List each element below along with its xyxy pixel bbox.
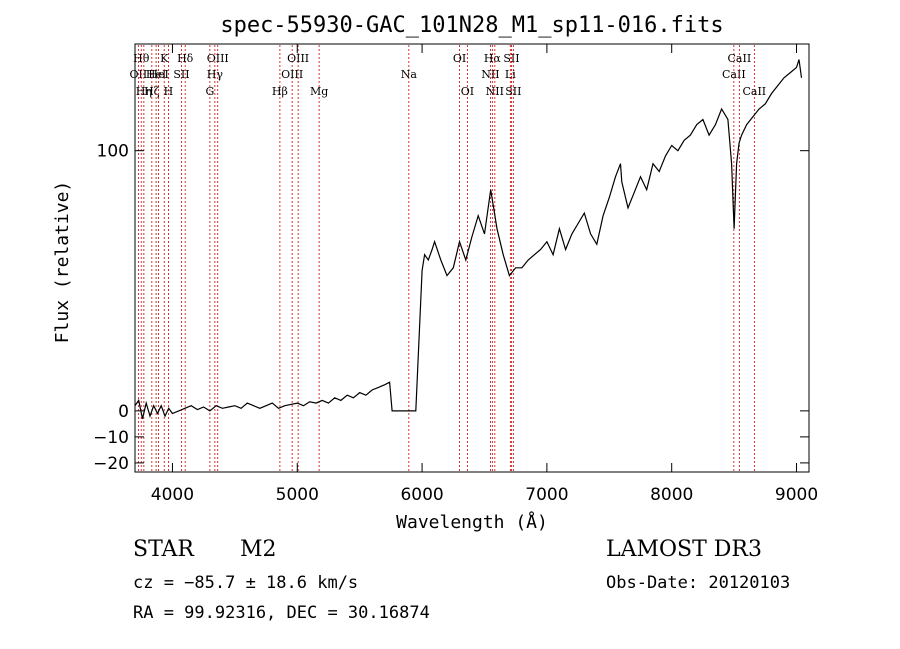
line-marker-label: OIII [281,68,303,81]
line-marker-label: Hα [484,52,502,65]
x-tick-label: 9000 [775,485,818,505]
y-tick-label: −20 [93,454,129,474]
line-marker-label: OII [130,68,148,81]
line-marker-label: H [164,85,174,98]
line-marker-label: Li [505,68,516,81]
y-tick-label: 0 [118,402,129,422]
object-subclass: M2 [240,537,277,562]
spectrum-line [134,59,803,419]
line-marker-label: CaII [728,52,752,65]
observation-date: Obs-Date: 20120103 [606,573,791,593]
emission-line-markers: OIIHθHηHζHeIHeIKHSIIHδGHγOIIIHβOIIIOIIIM… [130,45,766,471]
line-marker-label: SII [503,52,519,65]
line-marker-label: OI [453,52,466,65]
x-axis-label: Wavelength (Å) [396,511,548,533]
object-class: STAR [133,537,194,562]
x-tick-label: 5000 [276,485,319,505]
line-marker-label: NII [481,68,499,81]
ra-dec-coordinates: RA = 99.92316, DEC = 30.16874 [133,603,430,623]
line-marker-label: SII [505,85,521,98]
line-marker-label: Mg [310,85,328,98]
survey-name: LAMOST DR3 [606,537,762,562]
line-marker-label: OIII [287,52,309,65]
line-marker-label: HeI [146,68,166,81]
y-axis-ticks: −20 −10 0 100 [93,142,809,474]
line-marker-label: OI [461,85,474,98]
y-tick-label: −10 [93,428,129,448]
y-tick-label: 100 [97,142,129,162]
line-marker-label: CaII [722,68,746,81]
line-marker-label: Na [401,68,418,81]
line-marker-label: Hδ [177,52,194,65]
line-marker-label: OIII [207,52,229,65]
x-axis-ticks: 4000 5000 6000 7000 8000 9000 [151,44,818,505]
line-marker-label: G [205,85,214,98]
x-tick-label: 7000 [525,485,568,505]
line-marker-label: Hθ [133,52,150,65]
line-marker-label: CaII [742,85,766,98]
spectrum-series [134,59,803,419]
y-axis-label: Flux (relative) [52,181,73,344]
line-marker-label: Hγ [207,68,224,81]
plot-frame [134,43,810,473]
line-marker-label: NII [486,85,504,98]
x-tick-label: 4000 [151,485,194,505]
line-marker-label: K [160,52,169,65]
x-tick-label: 6000 [400,485,443,505]
line-marker-label: Hη [136,85,152,98]
chart-title: spec-55930-GAC_101N28_M1_sp11-016.fits [220,13,723,38]
redshift-cz: cz = −85.7 ± 18.6 km/s [133,573,359,593]
line-marker-label: Hβ [272,85,288,98]
x-tick-label: 8000 [650,485,693,505]
line-marker-label: SII [173,68,189,81]
line-marker-label: Hζ [144,85,160,98]
line-marker-label: HeI [148,68,168,81]
